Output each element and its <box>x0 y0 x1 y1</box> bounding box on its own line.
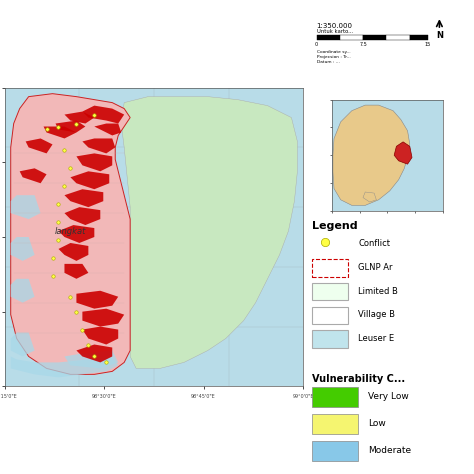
Text: Moderate: Moderate <box>368 447 411 456</box>
Text: 0: 0 <box>315 42 318 47</box>
Bar <box>312 387 358 407</box>
Bar <box>312 283 348 300</box>
Polygon shape <box>333 105 410 205</box>
Text: Village B: Village B <box>358 310 395 319</box>
Polygon shape <box>11 356 118 377</box>
Text: Vulnerability C...: Vulnerability C... <box>312 374 405 383</box>
Polygon shape <box>76 345 112 363</box>
Bar <box>312 330 348 347</box>
Bar <box>340 35 363 40</box>
Polygon shape <box>94 124 121 136</box>
Text: langkat: langkat <box>55 227 86 236</box>
Bar <box>410 35 428 40</box>
Text: 15: 15 <box>425 42 431 47</box>
Text: Limited B: Limited B <box>358 287 398 296</box>
Polygon shape <box>394 142 412 164</box>
Text: Very Low: Very Low <box>368 392 409 401</box>
Polygon shape <box>76 154 112 171</box>
Bar <box>363 35 386 40</box>
Polygon shape <box>64 207 100 225</box>
Bar <box>312 469 358 474</box>
Polygon shape <box>11 279 35 303</box>
Text: Untuk karto...: Untuk karto... <box>317 29 353 34</box>
Polygon shape <box>71 171 109 189</box>
Polygon shape <box>26 138 53 154</box>
Text: Low: Low <box>368 419 386 428</box>
Polygon shape <box>64 111 94 124</box>
Bar <box>312 307 348 324</box>
Text: Conflict: Conflict <box>358 239 390 248</box>
Bar <box>386 35 410 40</box>
Polygon shape <box>11 94 130 374</box>
Polygon shape <box>11 195 41 219</box>
Polygon shape <box>121 97 297 368</box>
Text: N: N <box>436 31 443 40</box>
Polygon shape <box>58 225 94 243</box>
Bar <box>317 35 340 40</box>
Text: 1:350.000: 1:350.000 <box>317 23 353 29</box>
Text: Legend: Legend <box>312 221 357 231</box>
Polygon shape <box>11 237 35 261</box>
Polygon shape <box>64 350 118 368</box>
Polygon shape <box>64 189 103 207</box>
Bar <box>312 259 348 277</box>
Text: Coordinate sy...
Projecsion : Tr...
Datum : ...: Coordinate sy... Projecsion : Tr... Datu… <box>317 49 350 64</box>
Polygon shape <box>11 333 35 356</box>
Polygon shape <box>58 243 88 261</box>
Polygon shape <box>82 106 124 124</box>
Polygon shape <box>76 291 118 309</box>
Bar <box>312 441 358 461</box>
Polygon shape <box>55 120 85 133</box>
Text: Leuser E: Leuser E <box>358 334 394 343</box>
Text: GLNP Ar: GLNP Ar <box>358 263 392 272</box>
Polygon shape <box>82 327 118 345</box>
Polygon shape <box>82 138 115 154</box>
Bar <box>312 414 358 434</box>
Polygon shape <box>64 264 88 279</box>
Polygon shape <box>363 192 376 202</box>
Polygon shape <box>44 127 76 138</box>
Polygon shape <box>19 168 46 183</box>
Text: 7.5: 7.5 <box>359 42 367 47</box>
Polygon shape <box>82 309 124 327</box>
